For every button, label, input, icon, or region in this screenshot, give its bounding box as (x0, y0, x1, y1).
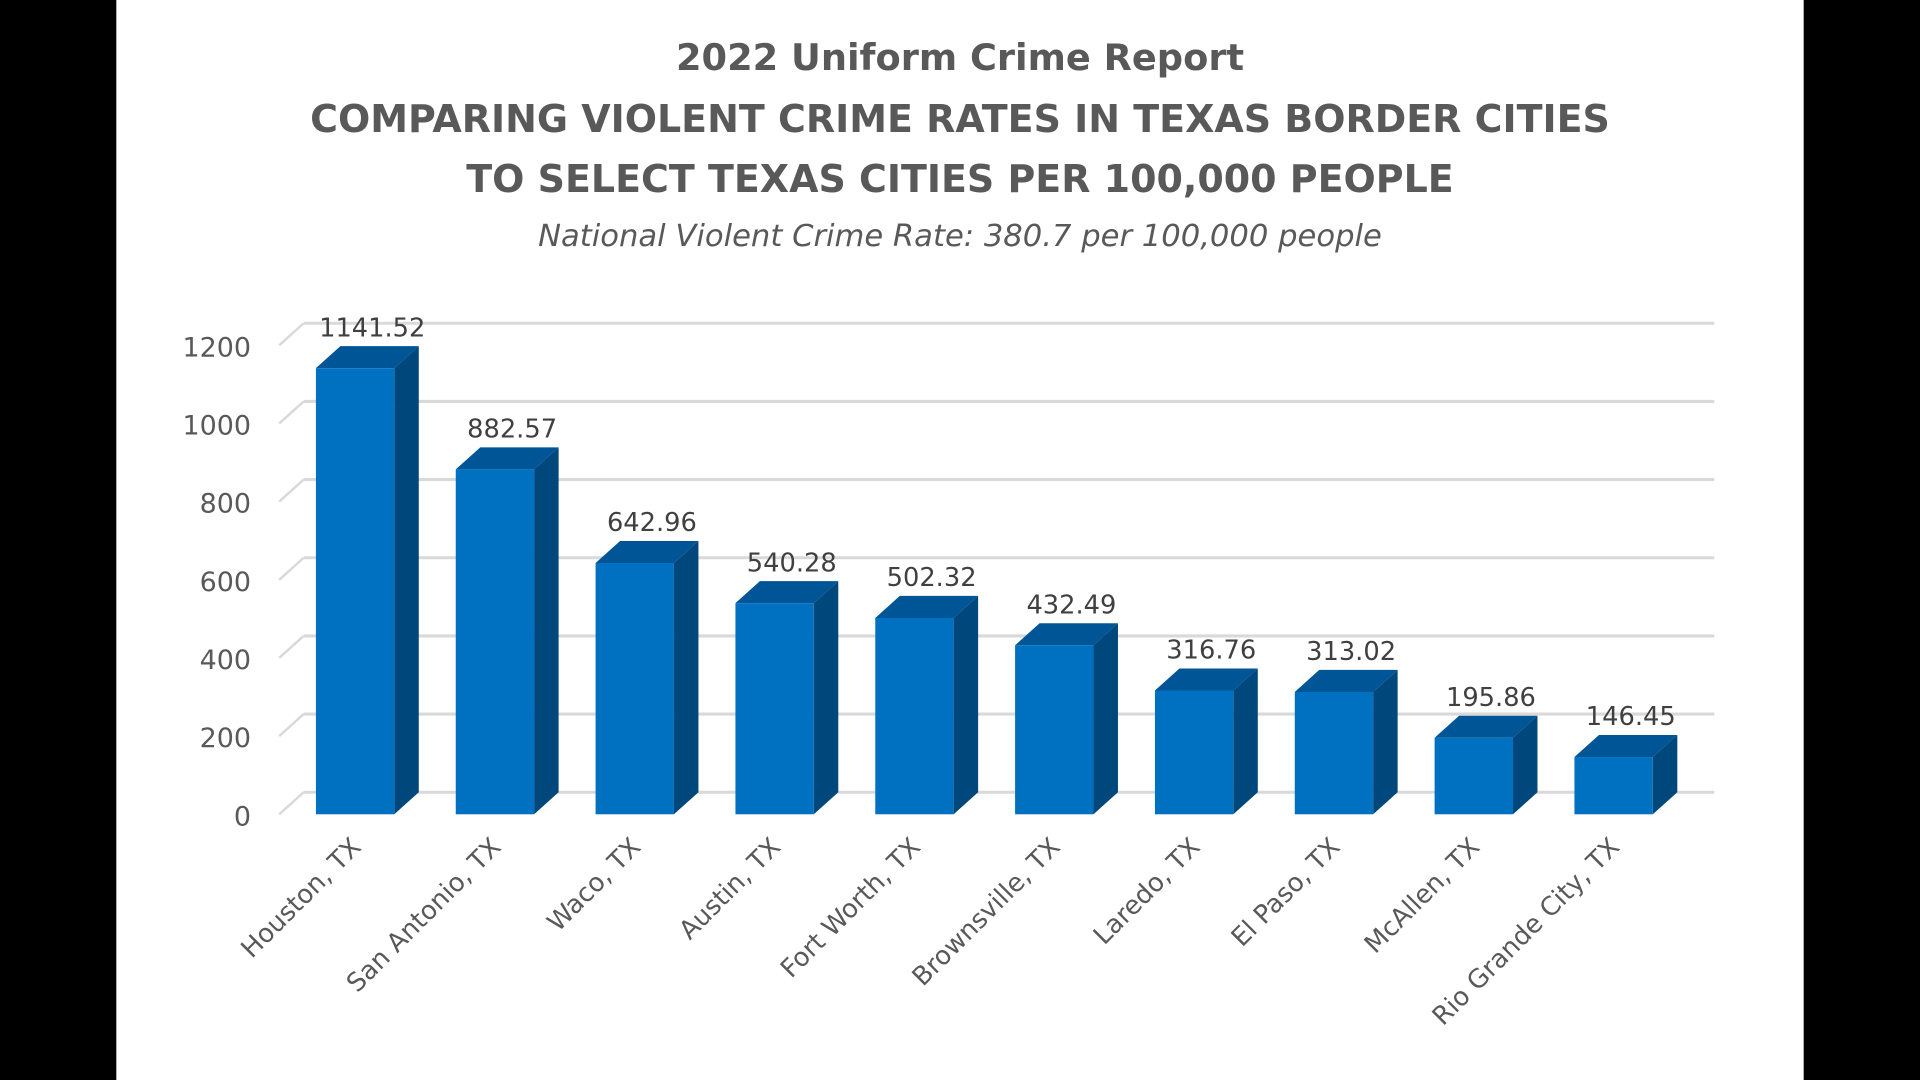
bar-side (394, 346, 419, 815)
x-tick-label: Waco, TX (542, 832, 647, 937)
x-tick-label: Laredo, TX (1088, 832, 1206, 950)
bar-side (1093, 623, 1118, 815)
bar-3 (735, 581, 839, 815)
data-label: 540.28 (747, 548, 837, 578)
data-label: 432.49 (1026, 590, 1116, 620)
grid-depth-line (278, 713, 305, 738)
bar-side (1652, 735, 1678, 815)
data-label: 313.02 (1306, 637, 1396, 667)
bar-side (673, 540, 699, 815)
bar-5 (1015, 623, 1118, 815)
bar-side (534, 447, 559, 815)
x-tick-label: Houston, TX (236, 832, 368, 964)
bar-0 (315, 346, 419, 815)
bar (315, 368, 395, 815)
data-label: 1141.52 (319, 313, 425, 343)
bar (1434, 737, 1513, 815)
x-tick-label: McAllen, TX (1359, 832, 1486, 959)
bar-top (735, 581, 839, 604)
bar-4 (875, 595, 979, 815)
bar-side (813, 581, 839, 815)
chart-subtitle: National Violent Crime Rate: 380.7 per 1… (538, 217, 1382, 254)
bar-top (455, 447, 559, 470)
y-tick-label: 600 (200, 567, 251, 598)
bar (735, 603, 814, 815)
grid-depth-line (278, 400, 305, 425)
chart-title: 2022 Uniform Crime Report (675, 36, 1245, 80)
bar-top (1154, 668, 1258, 691)
bar-7 (1294, 669, 1398, 815)
grid-depth-line (278, 556, 305, 581)
x-tick-label: El Paso, TX (1226, 832, 1347, 953)
bar (595, 563, 674, 815)
y-tick-label: 200 (200, 723, 251, 754)
bar-top (1015, 623, 1118, 646)
bar-top (595, 540, 699, 564)
bar-2 (595, 540, 699, 815)
y-tick-label: 1000 (183, 410, 252, 441)
bar-side (1233, 668, 1258, 815)
bar (1574, 757, 1653, 815)
bar-side (1373, 669, 1398, 815)
bar-6 (1154, 668, 1258, 815)
bar-top (1294, 669, 1398, 692)
bar (1154, 690, 1234, 815)
x-tick-label: Brownsville, TX (907, 832, 1067, 992)
bar (1015, 645, 1094, 815)
bar (875, 617, 954, 815)
y-tick-label: 0 (234, 801, 251, 832)
bar (1294, 691, 1374, 815)
data-label: 502.32 (887, 563, 977, 593)
y-tick-label: 400 (200, 645, 251, 676)
bar-9 (1574, 735, 1678, 815)
data-label: 882.57 (467, 415, 557, 445)
chart-title-line-3: TO SELECT TEXAS CITIES PER 100,000 PEOPL… (466, 157, 1454, 203)
grid-depth-line (278, 322, 305, 347)
bar-side (953, 595, 979, 815)
data-label: 316.76 (1166, 636, 1256, 666)
x-tick-label: Austin, TX (673, 832, 786, 945)
grid-depth-line (278, 635, 305, 659)
bar-top (1574, 735, 1678, 758)
bar-top (1434, 715, 1538, 738)
data-label: 195.86 (1446, 683, 1536, 713)
bar-8 (1434, 715, 1538, 815)
x-tick-label: San Antonio, TX (341, 832, 507, 998)
chart-title-line-2: COMPARING VIOLENT CRIME RATES IN TEXAS B… (310, 97, 1610, 143)
bar-1 (455, 447, 559, 815)
grid-depth-line (278, 478, 305, 503)
bar-top (875, 595, 979, 618)
x-tick-label: Fort Worth, TX (775, 832, 927, 984)
data-label: 146.45 (1586, 702, 1676, 732)
bar-side (1512, 715, 1538, 815)
grid-depth-line (278, 791, 305, 816)
y-tick-label: 800 (200, 489, 251, 520)
bar (455, 469, 535, 815)
bar-top (315, 346, 419, 369)
y-tick-label: 1200 (183, 332, 252, 363)
data-label: 642.96 (607, 508, 697, 538)
